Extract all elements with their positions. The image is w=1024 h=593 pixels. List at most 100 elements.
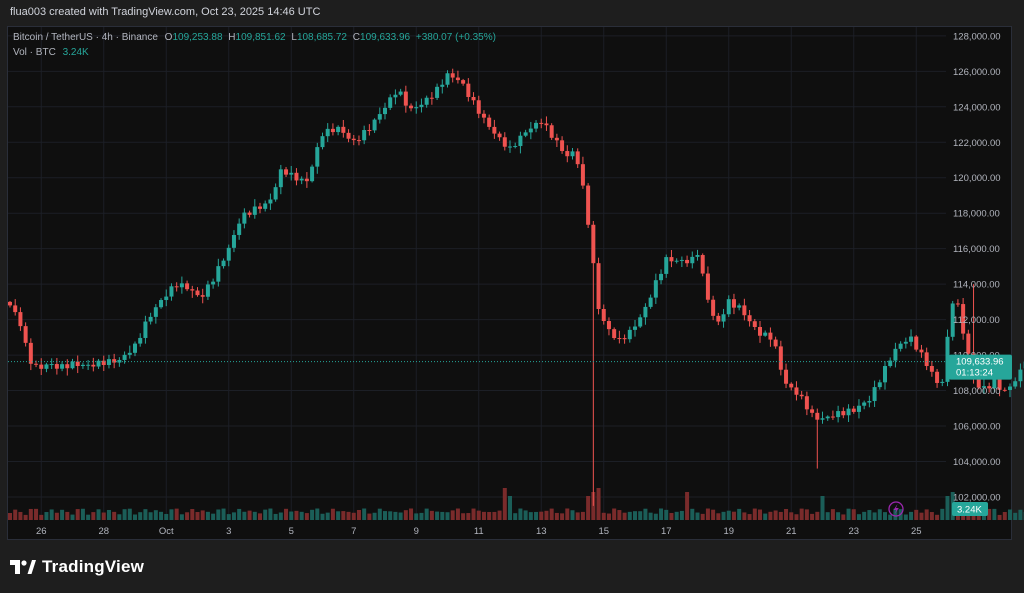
- volume-bar: [44, 512, 49, 520]
- candle-body: [65, 364, 70, 369]
- volume-bar: [685, 492, 690, 520]
- candle-body: [284, 169, 289, 175]
- volume-bar: [768, 511, 773, 520]
- volume-bar: [758, 509, 762, 520]
- candle-body: [961, 304, 966, 334]
- volume-bar: [716, 513, 721, 520]
- volume-bar: [237, 508, 242, 520]
- volume-bar: [518, 508, 523, 520]
- candle-body: [164, 296, 169, 301]
- volume-bar: [195, 512, 200, 520]
- volume-bar: [18, 511, 23, 520]
- candle-body: [112, 359, 117, 363]
- y-tick-label: 122,000.00: [953, 138, 1001, 149]
- volume-bar: [643, 508, 648, 520]
- candle-body: [914, 336, 919, 350]
- chart-frame[interactable]: [7, 26, 1012, 540]
- change-value: +380.07 (+0.35%): [415, 32, 496, 43]
- candle-body: [799, 394, 804, 397]
- volume-bar: [747, 514, 752, 520]
- candle-body: [409, 105, 414, 109]
- y-tick-label: 114,000.00: [953, 280, 1000, 291]
- symbol-label: Bitcoin / TetherUS · 4h · Binance: [13, 32, 158, 43]
- volume-bar: [513, 513, 518, 520]
- volume-bar: [830, 509, 835, 520]
- volume-bar: [185, 512, 190, 520]
- volume-bar: [398, 512, 403, 520]
- volume-bar: [414, 513, 419, 520]
- x-tick-label: 15: [598, 526, 609, 537]
- volume-bar: [440, 511, 445, 520]
- volume-label: Vol · BTC: [13, 47, 56, 58]
- candle-body: [544, 123, 549, 126]
- volume-bar: [466, 513, 471, 520]
- candle-body: [200, 295, 205, 297]
- volume-bar: [867, 510, 872, 520]
- volume-bar: [679, 510, 684, 520]
- candle-body: [471, 96, 476, 101]
- candle-body: [185, 283, 190, 290]
- candle-body: [565, 151, 570, 157]
- candle-body: [23, 326, 28, 343]
- candle-body: [560, 140, 565, 152]
- candle-body: [28, 342, 33, 364]
- volume-bar: [711, 509, 716, 520]
- candle-body: [106, 359, 111, 365]
- volume-bar: [476, 510, 481, 520]
- volume-bar: [200, 510, 205, 520]
- candle-body: [690, 256, 695, 264]
- candle-body: [398, 91, 403, 95]
- candle-body: [492, 126, 497, 134]
- candle-body: [122, 354, 127, 360]
- candle-body: [945, 336, 950, 382]
- candle-body: [393, 94, 398, 98]
- candle-body: [726, 299, 731, 315]
- candle-body: [935, 371, 940, 383]
- volume-bar: [455, 508, 460, 520]
- volume-bar: [492, 511, 497, 520]
- volume-bar: [554, 512, 559, 520]
- candle-body: [34, 363, 39, 365]
- volume-bar: [377, 508, 382, 520]
- candle-body: [80, 364, 85, 366]
- volume-bar: [690, 508, 695, 520]
- candle-body: [622, 338, 627, 340]
- last-price-tag: [949, 354, 1012, 380]
- volume-bar: [700, 513, 705, 520]
- volume-bar: [534, 511, 539, 520]
- volume-bar: [528, 512, 533, 520]
- volume-bar: [54, 512, 59, 520]
- candle-body: [44, 364, 49, 369]
- volume-bar: [419, 512, 424, 520]
- candle-body: [169, 286, 174, 297]
- candlestick-chart[interactable]: 102,000.00 104,000.00 106,000.00 108,000.00…: [0, 0, 1024, 540]
- x-tick-label: 23: [848, 526, 859, 537]
- volume-bar: [773, 510, 778, 520]
- candle-body: [784, 369, 789, 384]
- volume-bar: [138, 512, 143, 520]
- candle-body: [534, 122, 539, 129]
- volume-bar: [508, 496, 512, 520]
- volume-bar: [80, 508, 85, 520]
- close-label: C: [352, 32, 361, 43]
- candle-body: [252, 206, 257, 215]
- candle-body: [310, 166, 315, 182]
- x-tick-label: 7: [351, 526, 356, 537]
- volume-bar: [91, 512, 96, 520]
- candle-body: [950, 303, 955, 337]
- candle-body: [226, 247, 231, 261]
- candle-body: [825, 416, 830, 419]
- volume-bar: [435, 511, 440, 520]
- volume-bar: [28, 508, 33, 520]
- candle-body: [711, 299, 716, 316]
- candle-body: [356, 140, 361, 142]
- candle-body: [987, 386, 992, 389]
- candle-body: [679, 259, 684, 261]
- volume-bar: [13, 509, 18, 520]
- volume-bar: [601, 512, 606, 520]
- x-tick-label: Oct: [159, 526, 174, 537]
- candle-body: [278, 169, 283, 188]
- tradingview-logo[interactable]: TradingView: [10, 557, 144, 577]
- candle-body: [174, 286, 179, 288]
- volume-bar: [424, 508, 429, 520]
